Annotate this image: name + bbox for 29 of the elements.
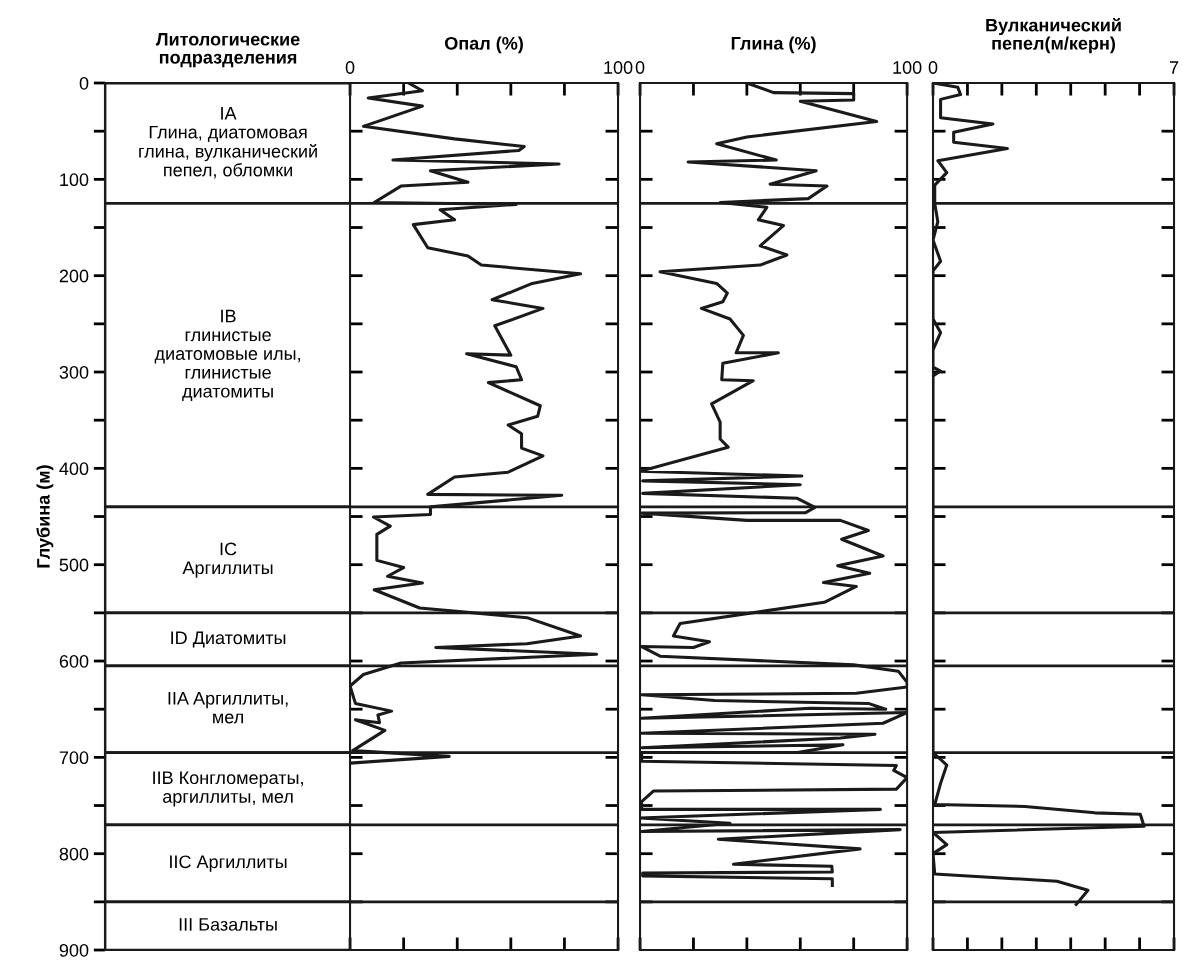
x-tick-label: 100 [604, 61, 633, 74]
series-label: IIA Аргиллиты, мел [168, 692, 288, 724]
x-tick-label: 0 [345, 61, 355, 74]
y-axis-title: Глубина (м) [36, 465, 54, 568]
y-tick-label: 900 [59, 943, 89, 957]
y-tick-label: 0 [79, 76, 89, 90]
y-tick-label: 400 [59, 462, 89, 476]
y-tick-label: 500 [59, 558, 89, 572]
chart-title: Вулканический пепел(м/керн) [986, 17, 1121, 54]
x-tick-label: 7 [1169, 61, 1179, 74]
y-tick-label: 600 [59, 654, 89, 668]
x-tick-label: 0 [635, 61, 645, 74]
y-tick-label: 200 [59, 269, 89, 283]
chart-title: Опал (%) [445, 36, 523, 54]
y-tick-label: 300 [59, 365, 89, 379]
chart-title: Глина (%) [731, 36, 816, 54]
series-label: IA Глина, диатомовая глина, вулканический пепел, обломки [139, 107, 317, 179]
series-label: III Базальты [179, 918, 277, 931]
y-tick-label: 100 [60, 173, 89, 187]
series-label: IC Аргиллиты [182, 542, 273, 578]
y-tick-label: 700 [59, 751, 89, 765]
chart-title: Литологические подразделения [155, 33, 300, 68]
series-label: IB глинистые диатомовые илы, глинистые диатомиты [154, 309, 300, 402]
x-tick-label: 0 [928, 61, 938, 74]
series-label: IIC Аргиллиты [170, 855, 287, 872]
series-label: ID Диатомиты [171, 631, 286, 648]
y-tick-label: 800 [59, 847, 89, 861]
series-label: IIB Конгломераты, аргиллиты, мел [153, 771, 303, 807]
x-tick-label: 100 [893, 61, 922, 74]
